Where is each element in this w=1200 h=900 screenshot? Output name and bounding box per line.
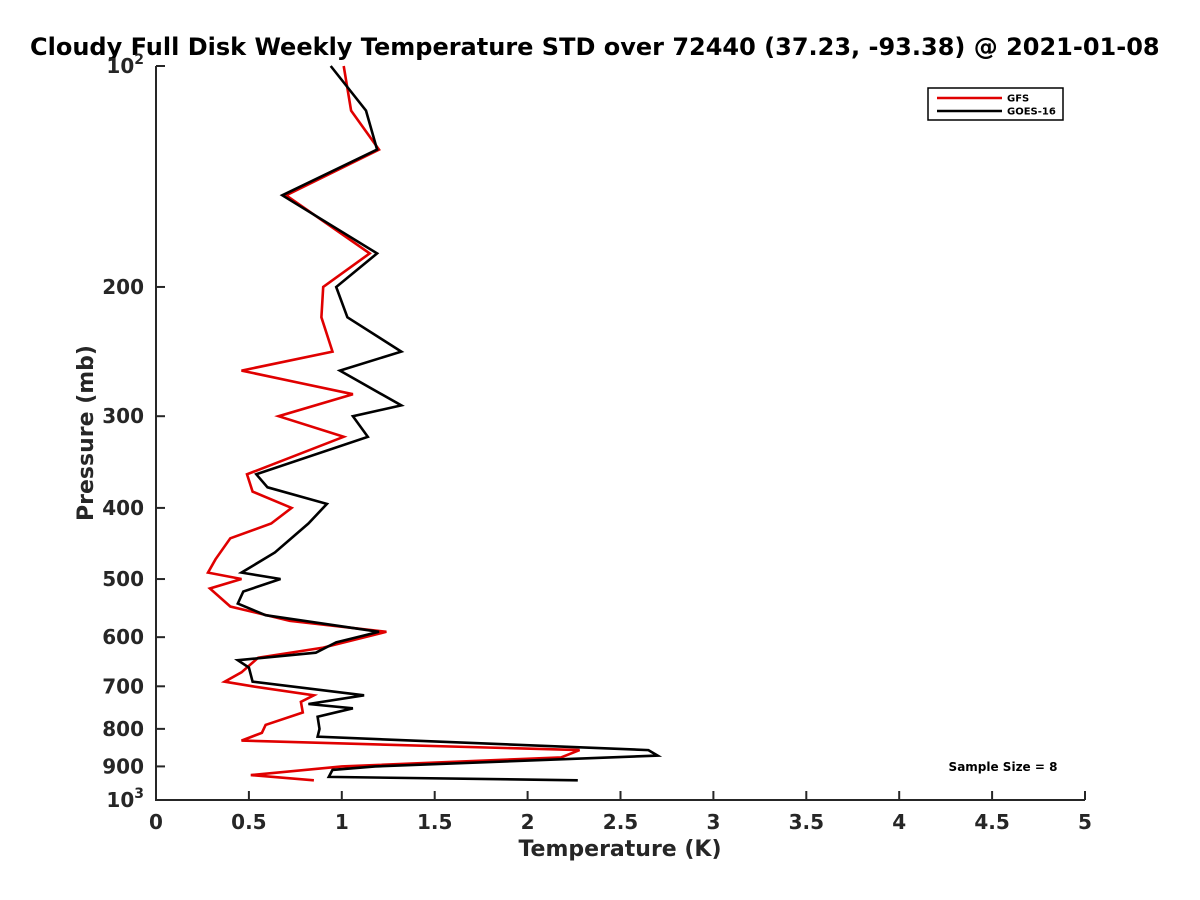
legend: GFS GOES-16 bbox=[927, 87, 1064, 121]
y-tick-label: 900 bbox=[102, 754, 144, 778]
x-axis-label: Temperature (K) bbox=[518, 837, 721, 862]
x-tick-label: 3.5 bbox=[789, 810, 824, 834]
series-line-gfs bbox=[205, 65, 581, 782]
x-tick-label: 5 bbox=[1078, 810, 1092, 834]
series-line-goes-16 bbox=[234, 65, 663, 782]
legend-box bbox=[927, 87, 1064, 121]
axes: 0 0.5 1 1.5 2 2.5 3 3.5 4 4.5 5 102 200 300 400 500 600 7… bbox=[102, 52, 1092, 834]
x-tick-label: 4.5 bbox=[974, 810, 1009, 834]
y-axis-label: Pressure (mb) bbox=[74, 345, 99, 521]
x-tick-label: 1 bbox=[335, 810, 349, 834]
legend-label-gfs: GFS bbox=[1007, 94, 1029, 105]
series-layer bbox=[205, 65, 663, 782]
y-tick-label: 400 bbox=[102, 496, 144, 520]
y-tick-label: 200 bbox=[102, 275, 144, 299]
y-tick-label: 700 bbox=[102, 674, 144, 698]
legend-label-goes-16: GOES-16 bbox=[1007, 107, 1056, 118]
x-tick-label: 3 bbox=[706, 810, 720, 834]
y-tick-label: 500 bbox=[102, 567, 144, 591]
y-tick-label: 800 bbox=[102, 717, 144, 741]
x-tick-label: 1.5 bbox=[417, 810, 452, 834]
x-tick-label: 0 bbox=[149, 810, 163, 834]
y-tick-label: 300 bbox=[102, 404, 144, 428]
chart-title: Cloudy Full Disk Weekly Temperature STD … bbox=[30, 33, 1160, 61]
x-tick-label: 2 bbox=[521, 810, 535, 834]
y-tick-label: 600 bbox=[102, 625, 144, 649]
x-tick-label: 4 bbox=[892, 810, 906, 834]
sample-size-annotation: Sample Size = 8 bbox=[949, 760, 1058, 774]
x-tick-label: 0.5 bbox=[231, 810, 266, 834]
y-tick-label: 103 bbox=[106, 786, 144, 812]
x-tick-label: 2.5 bbox=[603, 810, 638, 834]
y-tick-label: 102 bbox=[106, 52, 144, 78]
